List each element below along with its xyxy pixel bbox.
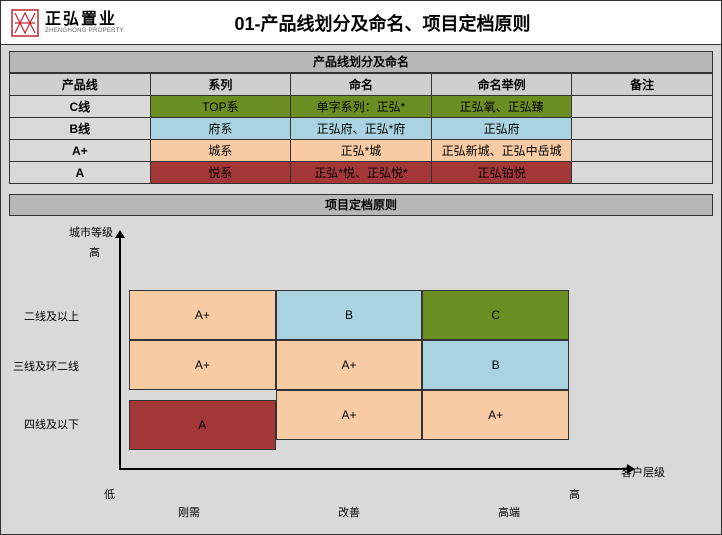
product-cell-2-1: 城系 [150,140,291,162]
product-cell-3-3: 正弘铂悦 [431,162,572,184]
x-label-0: 刚需 [129,504,249,520]
product-cell-1-3: 正弘府 [431,118,572,140]
product-th-2: 命名 [291,74,432,96]
logo: 正弘置业 ZHENGHONG PROPERTY [1,9,124,37]
y-axis-title: 城市等级 [69,224,113,240]
product-th-0: 产品线 [10,74,151,96]
product-th-3: 命名举例 [431,74,572,96]
grid-cell-0-1: B [276,290,423,340]
product-row-0: C线TOP系单字系列：正弘*正弘氧、正弘臻 [10,96,713,118]
x-label-1: 改善 [289,504,409,520]
product-th-4: 备注 [572,74,713,96]
chart: 城市等级 高 客户层级 低 高 二线及以上 三线及环二线 四线及以下 刚需 改善… [9,220,713,518]
product-cell-1-4 [572,118,713,140]
product-row-3: A悦系正弘*悦、正弘悦*正弘铂悦 [10,162,713,184]
grid-cell-1-0: A+ [129,340,276,390]
y-label-1: 三线及环二线 [9,358,79,374]
product-cell-3-0: A [10,162,151,184]
grid-cell-2-2: A+ [422,390,569,440]
product-cell-3-4 [572,162,713,184]
section1-title: 产品线划分及命名 [9,51,713,73]
product-cell-1-0: B线 [10,118,151,140]
grid-cell-2-1: A+ [276,390,423,440]
logo-text: 正弘置业 ZHENGHONG PROPERTY [45,12,124,34]
product-table: 产品线系列命名命名举例备注 C线TOP系单字系列：正弘*正弘氧、正弘臻B线府系正… [9,73,713,184]
grid-cell-0-2: C [422,290,569,340]
product-row-1: B线府系正弘府、正弘*府正弘府 [10,118,713,140]
logo-icon [11,9,39,37]
grid-cell-1-1: A+ [276,340,423,390]
product-cell-2-0: A+ [10,140,151,162]
y-label-0: 二线及以上 [9,308,79,324]
page: 正弘置业 ZHENGHONG PROPERTY 01-产品线划分及命名、项目定档… [0,0,722,535]
product-th-1: 系列 [150,74,291,96]
product-cell-3-2: 正弘*悦、正弘悦* [291,162,432,184]
product-cell-2-4 [572,140,713,162]
product-cell-0-4 [572,96,713,118]
product-cell-1-2: 正弘府、正弘*府 [291,118,432,140]
grid-cell-1-2: B [422,340,569,390]
y-label-2: 四线及以下 [9,416,79,432]
product-cell-2-2: 正弘*城 [291,140,432,162]
x-high-label: 高 [569,486,580,502]
product-cell-0-0: C线 [10,96,151,118]
product-row-2: A+城系正弘*城正弘新城、正弘中岳城 [10,140,713,162]
x-label-2: 高端 [449,504,569,520]
logo-en: ZHENGHONG PROPERTY [45,28,124,34]
y-high-label: 高 [89,244,100,260]
product-cell-3-1: 悦系 [150,162,291,184]
product-cell-0-1: TOP系 [150,96,291,118]
product-cell-1-1: 府系 [150,118,291,140]
grid-cell-2-0: A [129,400,276,450]
x-low-label: 低 [104,486,115,502]
header: 正弘置业 ZHENGHONG PROPERTY 01-产品线划分及命名、项目定档… [1,1,721,45]
product-cell-0-2: 单字系列：正弘* [291,96,432,118]
section2-title: 项目定档原则 [9,194,713,216]
product-cell-0-3: 正弘氧、正弘臻 [431,96,572,118]
page-title: 01-产品线划分及命名、项目定档原则 [124,10,721,36]
logo-cn: 正弘置业 [45,12,124,28]
grid-cell-0-0: A+ [129,290,276,340]
product-cell-2-3: 正弘新城、正弘中岳城 [431,140,572,162]
